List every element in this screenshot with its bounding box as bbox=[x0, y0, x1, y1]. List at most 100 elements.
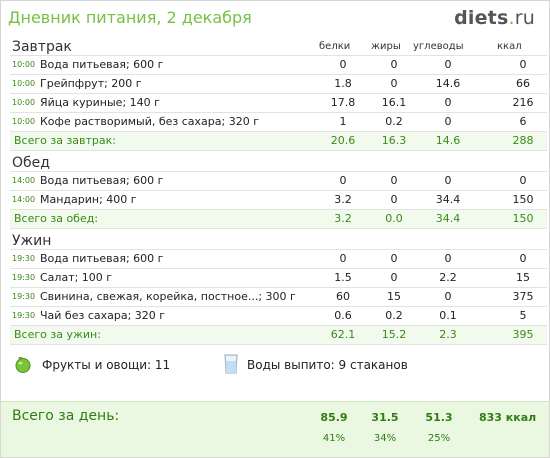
apple-icon bbox=[15, 357, 31, 373]
food-row[interactable]: 14:00 Вода питьевая; 600 г 0 0 0 0 bbox=[10, 171, 547, 191]
food-protein: 60 bbox=[336, 290, 350, 303]
food-time: 19:30 bbox=[12, 273, 36, 282]
total-fat: 0.0 bbox=[385, 212, 403, 225]
food-carbs: 0.1 bbox=[439, 309, 457, 322]
food-name: Вода питьевая; 600 г bbox=[40, 174, 164, 187]
food-fat: 0.2 bbox=[385, 115, 403, 128]
meal-total-label: Всего за обед: bbox=[14, 212, 99, 225]
food-row[interactable]: 10:00 Грейпфрут; 200 г 1.8 0 14.6 66 bbox=[10, 75, 547, 94]
food-fat: 0 bbox=[390, 77, 398, 90]
food-kcal: 0 bbox=[519, 252, 527, 265]
food-fat: 0 bbox=[390, 174, 398, 187]
food-row[interactable]: 10:00 Яйца куриные; 140 г 17.8 16.1 0 21… bbox=[10, 94, 547, 113]
food-name: Чай без сахара; 320 г bbox=[40, 309, 166, 322]
meal-dinner: Ужин 19:30 Вода питьевая; 600 г 0 0 0 0 … bbox=[1, 229, 549, 345]
total-kcal: 395 bbox=[512, 328, 534, 341]
food-carbs: 34.4 bbox=[435, 193, 461, 206]
food-name: Свинина, свежая, корейка, постное...; 30… bbox=[40, 290, 296, 303]
day-protein-percent: 41% bbox=[322, 433, 346, 444]
food-time: 10:00 bbox=[12, 117, 36, 126]
total-protein: 20.6 bbox=[330, 134, 356, 147]
total-fat: 15.2 bbox=[381, 328, 407, 341]
food-time: 14:00 bbox=[12, 195, 36, 204]
food-name: Салат; 100 г bbox=[40, 271, 113, 284]
logo-main: diets bbox=[454, 7, 509, 29]
day-fat-percent: 34% bbox=[373, 433, 397, 444]
food-time: 14:00 bbox=[12, 176, 36, 185]
logo-dot: . bbox=[508, 7, 515, 29]
food-time: 19:30 bbox=[12, 254, 36, 263]
food-carbs: 14.6 bbox=[435, 77, 461, 90]
food-name: Вода питьевая; 600 г bbox=[40, 252, 164, 265]
day-protein: 85.9 bbox=[320, 411, 348, 424]
header: Дневник питания, 2 декабря diets.ru bbox=[1, 1, 549, 35]
food-time: 10:00 bbox=[12, 98, 36, 107]
food-fat: 15 bbox=[387, 290, 401, 303]
logo-tld: ru bbox=[514, 7, 535, 29]
food-kcal: 6 bbox=[519, 115, 527, 128]
total-fat: 16.3 bbox=[381, 134, 407, 147]
fruit-veg-count: Фрукты и овощи: 11 bbox=[42, 358, 171, 372]
water-count: Воды выпито: 9 стаканов bbox=[247, 358, 408, 372]
food-carbs: 0 bbox=[444, 174, 452, 187]
extras-row: Фрукты и овощи: 11 Воды выпито: 9 стакан… bbox=[1, 345, 549, 385]
food-protein: 17.8 bbox=[330, 96, 356, 109]
food-protein: 1.5 bbox=[334, 271, 352, 284]
food-kcal: 0 bbox=[519, 58, 527, 71]
food-fat: 0.2 bbox=[385, 309, 403, 322]
food-protein: 0 bbox=[339, 174, 347, 187]
food-kcal: 5 bbox=[519, 309, 527, 322]
meal-total-label: Всего за завтрак: bbox=[14, 134, 117, 147]
day-kcal: 833 ккал bbox=[479, 411, 537, 424]
meal-total-row: Всего за обед: 3.2 0.0 34.4 150 bbox=[10, 210, 547, 229]
food-kcal: 150 bbox=[512, 193, 534, 206]
meal-name: Обед bbox=[12, 155, 50, 171]
food-kcal: 66 bbox=[516, 77, 530, 90]
food-row[interactable]: 14:00 Мандарин; 400 г 3.2 0 34.4 150 bbox=[10, 191, 547, 210]
meal-total-row: Всего за завтрак: 20.6 16.3 14.6 288 bbox=[10, 132, 547, 151]
food-name: Вода питьевая; 600 г bbox=[40, 58, 164, 71]
food-carbs: 0 bbox=[444, 96, 452, 109]
food-carbs: 2.2 bbox=[439, 271, 457, 284]
meal-header: Ужин bbox=[1, 229, 549, 249]
total-kcal: 288 bbox=[512, 134, 534, 147]
food-carbs: 0 bbox=[444, 290, 452, 303]
food-fat: 0 bbox=[390, 271, 398, 284]
food-row[interactable]: 10:00 Кофе растворимый, без сахара; 320 … bbox=[10, 113, 547, 132]
glass-icon bbox=[224, 354, 238, 374]
food-kcal: 0 bbox=[519, 174, 527, 187]
day-carbs-percent: 25% bbox=[427, 433, 451, 444]
food-kcal: 216 bbox=[512, 96, 534, 109]
food-name: Грейпфрут; 200 г bbox=[40, 77, 142, 90]
site-logo[interactable]: diets.ru bbox=[454, 7, 535, 29]
meal-header: Завтрак белки жиры углеводы ккал bbox=[1, 35, 549, 55]
food-name: Кофе растворимый, без сахара; 320 г bbox=[40, 115, 259, 128]
food-kcal: 15 bbox=[516, 271, 530, 284]
food-row[interactable]: 19:30 Чай без сахара; 320 г 0.6 0.2 0.1 … bbox=[10, 307, 547, 326]
food-time: 10:00 bbox=[12, 79, 36, 88]
meal-total-label: Всего за ужин: bbox=[14, 328, 101, 341]
total-carbs: 2.3 bbox=[439, 328, 457, 341]
page-title: Дневник питания, 2 декабря bbox=[8, 8, 252, 27]
column-header-kcal: ккал bbox=[497, 41, 522, 52]
food-fat: 0 bbox=[390, 252, 398, 265]
food-kcal: 375 bbox=[512, 290, 534, 303]
food-row[interactable]: 19:30 Свинина, свежая, корейка, постное.… bbox=[10, 288, 547, 307]
day-total-label: Всего за день: bbox=[12, 408, 120, 424]
meal-name: Завтрак bbox=[12, 39, 72, 55]
food-protein: 0 bbox=[339, 252, 347, 265]
total-protein: 62.1 bbox=[330, 328, 356, 341]
food-protein: 1.8 bbox=[334, 77, 352, 90]
column-header-fat: жиры bbox=[371, 41, 401, 52]
food-time: 19:30 bbox=[12, 292, 36, 301]
food-time: 10:00 bbox=[12, 60, 36, 69]
total-carbs: 14.6 bbox=[435, 134, 461, 147]
meal-lunch: Обед 14:00 Вода питьевая; 600 г 0 0 0 0 … bbox=[1, 151, 549, 229]
food-row[interactable]: 10:00 Вода питьевая; 600 г 0 0 0 0 bbox=[10, 55, 547, 75]
food-name: Мандарин; 400 г bbox=[40, 193, 137, 206]
food-protein: 3.2 bbox=[334, 193, 352, 206]
food-row[interactable]: 19:30 Вода питьевая; 600 г 0 0 0 0 bbox=[10, 249, 547, 269]
food-protein: 0 bbox=[339, 58, 347, 71]
food-row[interactable]: 19:30 Салат; 100 г 1.5 0 2.2 15 bbox=[10, 269, 547, 288]
